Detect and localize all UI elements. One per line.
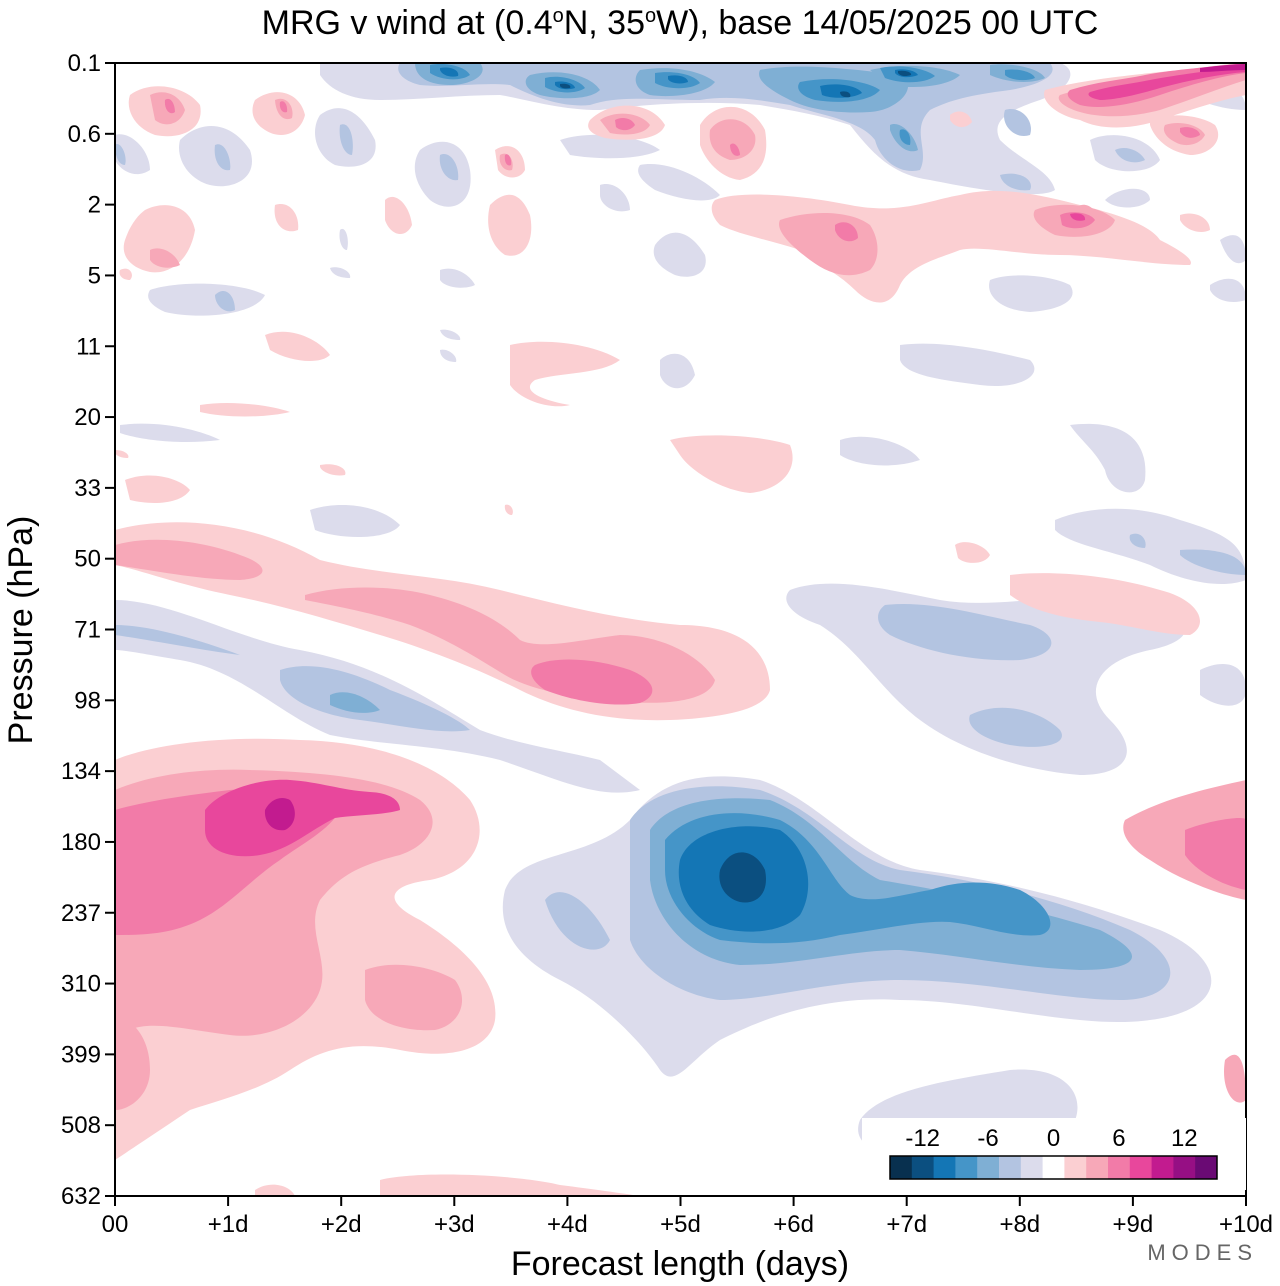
- colorbar-swatch: [1108, 1156, 1131, 1179]
- x-tick-label: +7d: [886, 1211, 927, 1238]
- y-tick-label: 508: [61, 1112, 101, 1139]
- colorbar-swatch: [1195, 1156, 1218, 1179]
- modes-logo: MODES: [1147, 1240, 1258, 1265]
- colorbar-swatch: [955, 1156, 978, 1179]
- y-tick-label: 2: [88, 192, 101, 219]
- contour-level-plus2: [115, 769, 1246, 1110]
- x-tick-label: +2d: [321, 1211, 362, 1238]
- colorbar-swatch: [1086, 1156, 1109, 1179]
- contour-level-minus3-band: [330, 692, 380, 713]
- chart-title: MRG v wind at (0.4oN, 35oW), base 14/05/…: [262, 4, 1099, 42]
- colorbar-label: 0: [1047, 1125, 1060, 1152]
- colorbar-swatch: [890, 1156, 913, 1179]
- colorbar-label: -12: [905, 1125, 940, 1152]
- colorbar-swatch: [911, 1156, 935, 1179]
- colorbar-swatch: [1173, 1156, 1196, 1179]
- contour-level-minus4-top: [430, 64, 1035, 145]
- x-axis-label: Forecast length (days): [511, 1245, 849, 1283]
- x-tick-label: +4d: [547, 1211, 588, 1238]
- x-tick-label: +6d: [773, 1211, 814, 1238]
- contour-level-plus4: [205, 779, 400, 857]
- colorbar-swatch: [1064, 1156, 1087, 1179]
- colorbar: -12 -6 0 6 12: [862, 1118, 1246, 1190]
- contour-level-minus6: [719, 852, 766, 903]
- positive-contours: [115, 63, 1246, 1196]
- y-tick-label: 98: [74, 687, 101, 714]
- contour-level-minus2-right: [878, 604, 1062, 747]
- y-tick-label: 5: [88, 262, 101, 289]
- x-tick-label: +9d: [1113, 1211, 1154, 1238]
- contour-level-plus3-band: [531, 659, 653, 705]
- contour-level-minus2-band: [115, 625, 470, 732]
- x-tick-label: +8d: [999, 1211, 1040, 1238]
- x-axis: 00 +1d +2d +3d +4d +5d +6d +7d +8d +9d +10d: [102, 1196, 1273, 1238]
- colorbar-label: -6: [977, 1125, 998, 1152]
- colorbar-swatch: [977, 1156, 1000, 1179]
- contour-level-plus5-scatter: [1200, 64, 1246, 72]
- colorbar-frame: [889, 1155, 1218, 1180]
- contour-level-plus5: [264, 798, 295, 831]
- y-tick-label: 71: [74, 617, 101, 644]
- y-tick-label: 11: [76, 333, 101, 360]
- x-tick-label: +10d: [1219, 1211, 1273, 1238]
- colorbar-swatch: [1042, 1156, 1065, 1179]
- y-tick-label: 237: [61, 900, 101, 927]
- y-axis-label: Pressure (hPa): [2, 516, 40, 745]
- y-tick-label: 33: [74, 475, 101, 502]
- y-tick-label: 180: [61, 829, 101, 856]
- colorbar-swatch: [1020, 1156, 1044, 1179]
- y-tick-label: 310: [61, 971, 101, 998]
- y-tick-label: 399: [61, 1041, 101, 1068]
- x-tick-label: +1d: [208, 1211, 249, 1238]
- colorbar-swatch: [999, 1156, 1022, 1179]
- x-tick-label: +5d: [660, 1211, 701, 1238]
- y-axis: 0.1 0.6 2 5 11 20 33 50 71 98 134 180 237 310 399 508 63…: [61, 50, 115, 1210]
- contour-level-plus3-scatter: [164, 63, 1246, 242]
- y-tick-label: 50: [74, 546, 101, 573]
- x-tick-label: 00: [102, 1211, 129, 1238]
- y-tick-label: 134: [61, 758, 101, 785]
- colorbar-swatch: [933, 1156, 956, 1179]
- contour-field: [115, 63, 1246, 1196]
- colorbar-label: 12: [1171, 1125, 1198, 1152]
- contour-level-minus2-top: [115, 63, 1145, 312]
- y-tick-label: 20: [74, 404, 101, 431]
- negative-contours: [115, 63, 1246, 1160]
- contour-level-plus1-scatter: [115, 63, 1246, 635]
- x-tick-label: +3d: [434, 1211, 475, 1238]
- contour-level-minus1-scatter: [115, 108, 1246, 362]
- y-tick-label: 0.1: [68, 50, 101, 77]
- y-tick-label: 0.6: [68, 121, 101, 148]
- contour-level-minus2-mid: [1129, 533, 1246, 575]
- contour-level-minus5-top: [440, 67, 918, 98]
- colorbar-label: 6: [1112, 1125, 1125, 1152]
- colorbar-swatch: [1151, 1156, 1174, 1179]
- y-tick-label: 632: [61, 1183, 101, 1210]
- colorbar-swatch: [1129, 1156, 1153, 1179]
